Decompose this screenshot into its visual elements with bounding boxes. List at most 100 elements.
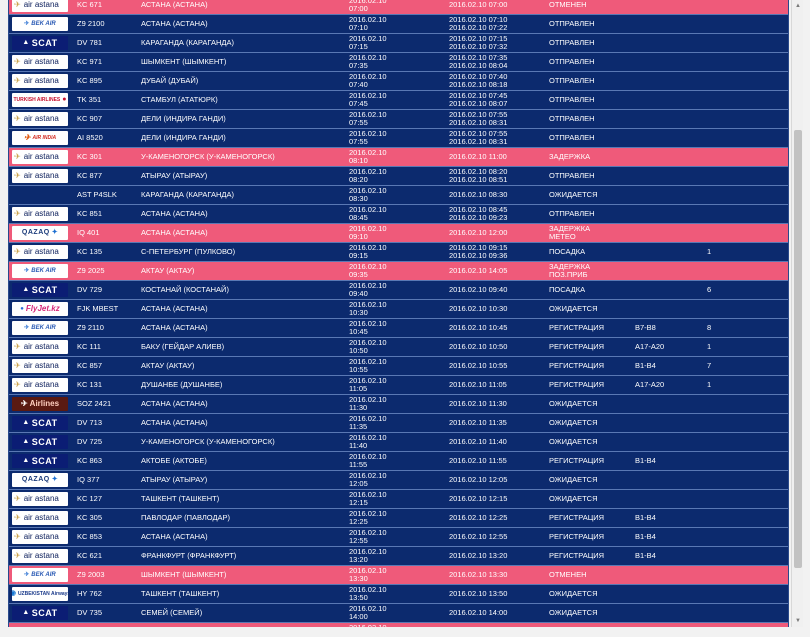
checkin-desks — [631, 14, 703, 34]
airline-logo: SCAT — [12, 416, 68, 430]
airline-logo: air astana — [12, 340, 68, 354]
airline-logo: AIR INDIA — [12, 131, 68, 145]
scroll-down-arrow-icon[interactable]: ▼ — [795, 618, 801, 624]
actual-time: 2016.02.10 11:55 — [445, 451, 545, 471]
scheduled-time: 2016.02.10 07:35 — [345, 52, 445, 72]
checkin-desks — [631, 223, 703, 243]
checkin-desks: B1-B4 — [631, 508, 703, 528]
airline-logo: air astana — [12, 549, 68, 563]
checkin-desks — [631, 128, 703, 148]
scheduled-time: 2016.02.10 11:30 — [345, 394, 445, 414]
gate-number: 8 — [703, 318, 788, 338]
checkin-desks: B1-B4 — [631, 356, 703, 376]
actual-time: 2016.02.10 13:50 — [445, 584, 545, 604]
checkin-desks — [631, 166, 703, 186]
airline-cell: air astana — [9, 71, 73, 91]
destination: АСТАНА (АСТАНА) — [137, 299, 345, 319]
checkin-desks — [631, 394, 703, 414]
airline-logo: air astana — [12, 207, 68, 221]
actual-time: 2016.02.10 07:35 2016.02.10 08:04 — [445, 52, 545, 72]
airline-logo: air astana — [12, 492, 68, 506]
scheduled-time: 2016.02.10 07:45 — [345, 90, 445, 110]
destination: ДЕЛИ (ИНДИРА ГАНДИ) — [137, 128, 345, 148]
actual-time: 2016.02.10 07:10 2016.02.10 07:22 — [445, 14, 545, 34]
flight-number: HY 762 — [73, 584, 137, 604]
flight-number: N MMAEE — [73, 622, 137, 627]
checkin-desks — [631, 0, 703, 15]
actual-time: 2016.02.10 11:00 — [445, 147, 545, 167]
destination: КОСТАНАЙ (КОСТАНАЙ) — [137, 280, 345, 300]
airline-cell: BEK AIR — [9, 565, 73, 585]
destination: СТАМБУЛ (АТАТЮРК) — [137, 90, 345, 110]
scheduled-time: 2016.02.10 14:03 — [345, 622, 445, 627]
actual-time: 2016.02.10 07:00 — [445, 0, 545, 15]
actual-time: 2016.02.10 12:15 — [445, 489, 545, 509]
destination: АКТОБЕ (АКТОБЕ) — [137, 451, 345, 471]
gate-number: 6 — [703, 280, 788, 300]
airline-cell: Airlines — [9, 394, 73, 414]
checkin-desks: B1-B4 — [631, 451, 703, 471]
flight-number: IQ 401 — [73, 223, 137, 243]
vertical-scrollbar[interactable]: ▲ ▼ — [791, 0, 803, 627]
scheduled-time: 2016.02.10 07:40 — [345, 71, 445, 91]
destination: ДУШАНБЕ (ДУШАНБЕ) — [137, 375, 345, 395]
flight-status: ЗАДЕРЖКА ПОЗ.ПРИБ — [545, 261, 631, 281]
flight-status: ОТПРАВЛЕН — [545, 33, 631, 53]
checkin-desks: A17-A20 — [631, 337, 703, 357]
scheduled-time: 2016.02.10 09:40 — [345, 280, 445, 300]
destination: АТЫРАУ (АТЫРАУ) — [137, 166, 345, 186]
airline-logo: SCAT — [12, 36, 68, 50]
scheduled-time: 2016.02.10 12:05 — [345, 470, 445, 490]
actual-time: 2016.02.10 11:05 — [445, 375, 545, 395]
gate-number: 7 — [703, 356, 788, 376]
destination: АСТАНА (АСТАНА) — [137, 0, 345, 15]
scroll-thumb[interactable] — [794, 130, 802, 568]
flight-number: AST P4SLK — [73, 185, 137, 205]
airline-logo: SCAT — [12, 606, 68, 620]
flight-status: ОТПРАВЛЕН — [545, 204, 631, 224]
actual-time: 2016.02.10 08:20 2016.02.10 08:51 — [445, 166, 545, 186]
flight-status: ОЖИДАЕТСЯ — [545, 603, 631, 623]
gate-number — [703, 128, 788, 148]
actual-time: 2016.02.10 13:30 — [445, 565, 545, 585]
scheduled-time: 2016.02.10 09:10 — [345, 223, 445, 243]
flight-number: KC 907 — [73, 109, 137, 129]
gate-number — [703, 546, 788, 566]
flight-number: KC 863 — [73, 451, 137, 471]
gate-number — [703, 451, 788, 471]
destination: У-КАМЕНОГОРСК (У-КАМЕНОГОРСК) — [137, 147, 345, 167]
flight-status: ОТМЕНЕН — [545, 565, 631, 585]
actual-time: 2016.02.10 10:30 — [445, 299, 545, 319]
gate-number — [703, 432, 788, 452]
flight-number: KC 895 — [73, 71, 137, 91]
flight-number: DV 781 — [73, 33, 137, 53]
checkin-desks — [631, 185, 703, 205]
flight-number: IQ 377 — [73, 470, 137, 490]
checkin-desks — [631, 565, 703, 585]
airline-cell: FlyJet.kz — [9, 299, 73, 319]
scheduled-time: 2016.02.10 10:45 — [345, 318, 445, 338]
destination: АСТАНА (АСТАНА) — [137, 204, 345, 224]
destination: АСТАНА (АСТАНА) — [137, 223, 345, 243]
destination: ДУБАЙ (ДУБАЙ) — [137, 71, 345, 91]
flight-status: РЕГИСТРАЦИЯ — [545, 508, 631, 528]
checkin-desks — [631, 603, 703, 623]
destination: АТЫРАУ (АТЫРАУ) — [137, 470, 345, 490]
checkin-desks — [631, 584, 703, 604]
airline-logo: Airlines — [12, 397, 68, 411]
flight-number: AI 8520 — [73, 128, 137, 148]
flight-number: DV 735 — [73, 603, 137, 623]
flight-status: ОТПРАВЛЕН — [545, 109, 631, 129]
airline-cell: SCAT — [9, 451, 73, 471]
scroll-up-arrow-icon[interactable]: ▲ — [795, 3, 801, 9]
